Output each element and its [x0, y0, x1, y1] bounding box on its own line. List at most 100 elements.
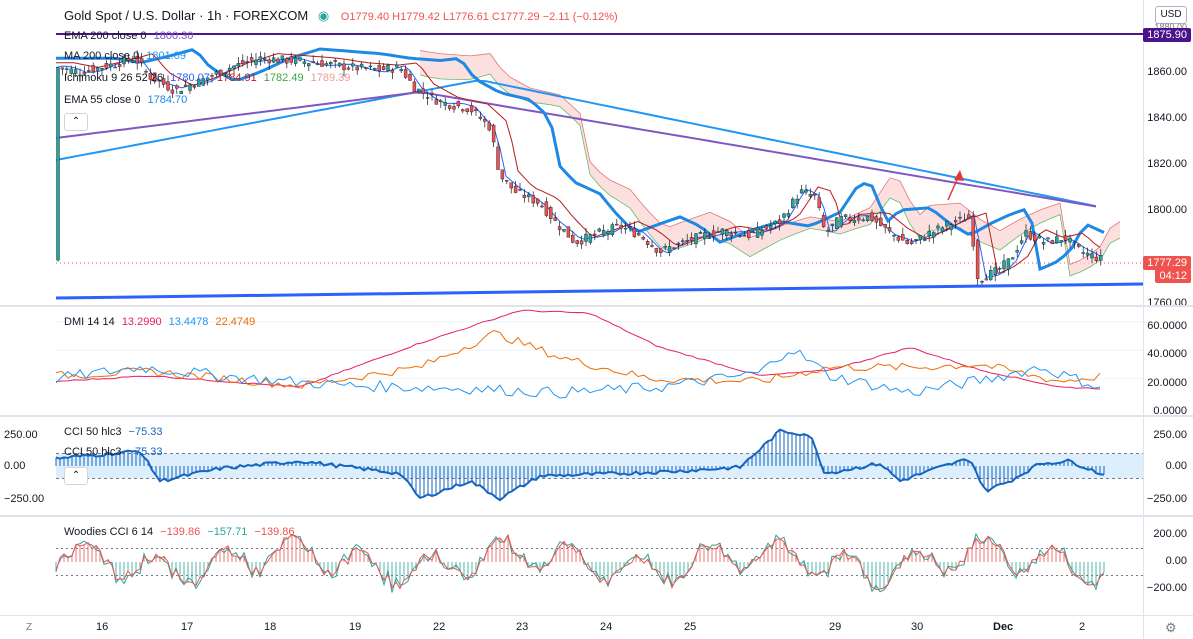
cci2-label: CCI 50 hlc3 [64, 446, 122, 458]
candle-body [615, 223, 619, 226]
pane-separator[interactable] [0, 515, 1193, 517]
candle-body [742, 235, 747, 237]
pane-separator[interactable] [0, 415, 1193, 417]
candle-body [593, 233, 597, 236]
legend-dmi[interactable]: DMI 14 14 13.2990 13.4478 22.4749 [64, 316, 259, 328]
collapse-legend-button[interactable]: ⌃ [64, 113, 88, 131]
ema200-line [55, 91, 1097, 208]
candle-body [993, 267, 997, 276]
candle-body [373, 68, 377, 71]
candle-body [298, 57, 302, 61]
candle-body [82, 72, 87, 75]
candle-body [751, 231, 755, 233]
woodies-v1: −139.86 [160, 526, 201, 538]
candle-body [1024, 230, 1028, 237]
candle-body [584, 233, 588, 242]
zoom-icon[interactable]: Z [26, 622, 33, 633]
cci-chart[interactable] [0, 417, 1143, 515]
candle-body [205, 77, 210, 81]
ichimoku-span-b [419, 73, 1121, 277]
candle-body [175, 85, 179, 89]
price-tag-timer: 04:12 [1155, 269, 1191, 283]
cci-axis-0: 0.00 [1165, 460, 1187, 472]
candle-body [249, 57, 254, 61]
ma200-value: 1801.09 [146, 50, 187, 62]
candle-body [377, 65, 381, 71]
candle-body [879, 217, 883, 226]
candle-body [1090, 253, 1094, 259]
candle-body [381, 66, 386, 70]
candle-body [346, 67, 351, 70]
candle-body [808, 193, 813, 197]
candle-body [795, 198, 799, 204]
candle-body [197, 78, 201, 87]
collapse-cci-legend-button[interactable]: ⌃ [64, 467, 88, 485]
legend-ema200[interactable]: EMA 200 close 0 1800.30 [64, 30, 197, 42]
candle-body [945, 221, 949, 227]
ma200-label: MA 200 close 0 [64, 50, 140, 62]
candle-body [909, 241, 914, 244]
candle-body [645, 241, 650, 245]
candle-body [1072, 241, 1077, 244]
candle-body [1046, 237, 1050, 240]
candle-body [703, 232, 707, 239]
candle-body [95, 67, 100, 71]
candle-body [1041, 242, 1046, 245]
annotation-arrow-head [954, 170, 964, 181]
candle-body [139, 57, 144, 63]
candle-body [566, 226, 571, 238]
candle-body [1099, 255, 1103, 261]
legend-cci-1[interactable]: CCI 50 hlc3 −75.33 [64, 426, 167, 438]
main-price-chart[interactable] [0, 0, 1143, 305]
candle-body [826, 229, 830, 232]
candle-body [320, 60, 324, 67]
symbol-name[interactable]: Gold Spot / U.S. Dollar · 1h · FOREXCOM [64, 8, 309, 23]
di-minus-line [55, 349, 1101, 399]
dmi-chart[interactable] [0, 307, 1143, 415]
candle-body [241, 60, 245, 65]
legend-ma200[interactable]: MA 200 close 0 1801.09 [64, 50, 190, 62]
legend-ichimoku[interactable]: Ichimoku 9 26 52 26 1780.07 1784.91 1782… [64, 72, 354, 84]
candle-body [984, 278, 989, 281]
candle-body [513, 185, 518, 193]
time-label: 22 [433, 621, 446, 633]
candle-body [447, 105, 452, 109]
legend-woodies[interactable]: Woodies CCI 6 14 −139.86 −157.71 −139.86 [64, 526, 299, 538]
candle-body [496, 146, 500, 170]
candle-body [368, 65, 373, 68]
candle-body [901, 234, 905, 241]
woodies-v2: −157.71 [207, 526, 248, 538]
dmi-axis-40: 40.0000 [1147, 348, 1187, 360]
candle-body [285, 58, 289, 64]
candle-body [716, 231, 720, 233]
candle-body [857, 217, 861, 221]
pane-separator[interactable] [0, 305, 1193, 307]
candle-body [769, 225, 773, 229]
legend-ema55[interactable]: EMA 55 close 0 1784.70 [64, 94, 191, 106]
legend-cci-2[interactable]: CCI 50 hlc3 −75.33 [64, 446, 167, 458]
candle-body [324, 63, 329, 66]
woodies-cci-chart[interactable] [0, 517, 1143, 615]
candle-body [764, 225, 769, 229]
candle-body [980, 281, 984, 283]
candle-body [672, 247, 676, 249]
currency-button[interactable]: USD [1155, 6, 1187, 24]
ohlc-low: L1776.61 [442, 11, 489, 23]
candle-body [799, 189, 804, 194]
candle-body [654, 248, 659, 253]
candle-body [773, 220, 777, 224]
candle-body [606, 231, 610, 235]
candle-body [333, 60, 337, 62]
candle-body [131, 60, 135, 63]
ohlc-close: C1777.29 [491, 11, 540, 23]
candle-body [201, 78, 205, 86]
candle-body [1037, 235, 1041, 239]
candle-body [122, 56, 126, 65]
candle-body [161, 78, 166, 85]
candle-body [351, 63, 355, 67]
ema55-line [56, 47, 1105, 272]
gear-icon[interactable]: ⚙ [1165, 620, 1177, 635]
candle-body [179, 90, 183, 95]
candle-body [315, 63, 320, 66]
cci1-label: CCI 50 hlc3 [64, 426, 122, 438]
